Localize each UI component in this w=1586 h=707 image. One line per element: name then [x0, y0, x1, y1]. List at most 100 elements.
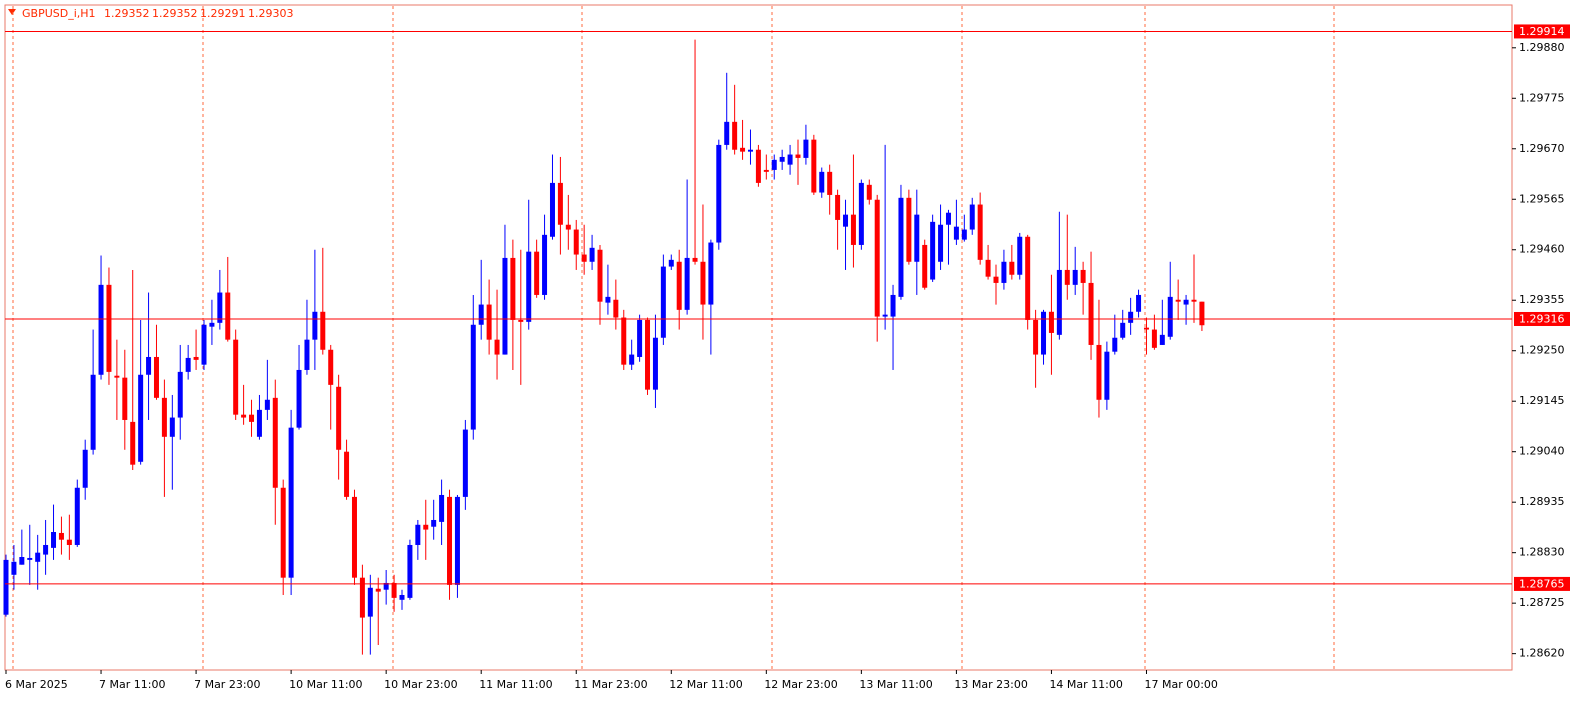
header-close: 1.29303	[248, 7, 294, 20]
candle-body	[1056, 269, 1062, 335]
candle-body	[1064, 269, 1070, 285]
x-tick-label: 6 Mar 2025	[5, 678, 68, 691]
candle-body	[447, 496, 453, 585]
candle-body	[961, 229, 967, 240]
candle-body	[589, 247, 595, 262]
candle-body	[811, 139, 817, 193]
candle-body	[597, 249, 603, 302]
candle-body	[1080, 269, 1086, 283]
candle-body	[542, 234, 548, 295]
candle-body	[1088, 282, 1094, 345]
candle-body	[478, 304, 484, 325]
x-tick-label: 12 Mar 11:00	[669, 678, 742, 691]
candle-body	[153, 356, 159, 398]
candle-body	[470, 324, 476, 430]
candle-body	[534, 251, 540, 295]
candle-body	[668, 259, 674, 267]
candle-body	[66, 539, 72, 545]
candle-body	[296, 369, 302, 428]
candle-body	[660, 266, 666, 338]
candle-body	[256, 409, 262, 437]
candle-body	[1104, 351, 1110, 400]
candle-body	[383, 582, 389, 590]
candle-body	[19, 557, 25, 565]
candle-body	[1120, 322, 1126, 338]
candle-body	[890, 294, 896, 317]
candle-body	[375, 588, 381, 592]
candle-body	[391, 582, 397, 598]
candle-body	[74, 487, 80, 545]
level-label-box	[1514, 24, 1570, 39]
y-tick-label: 1.29880	[1519, 41, 1565, 54]
candle-body	[320, 311, 326, 350]
candle-body	[304, 339, 310, 370]
candle-body	[241, 414, 247, 418]
candle-body	[605, 296, 611, 303]
candle-body	[90, 374, 96, 450]
candle-body	[1167, 296, 1173, 337]
candle-body	[573, 229, 579, 255]
level-label-box	[1514, 576, 1570, 591]
candle-body	[866, 184, 872, 200]
candle-body	[328, 349, 334, 385]
candle-body	[850, 214, 856, 245]
candle-body	[51, 531, 57, 548]
x-tick-label: 13 Mar 23:00	[954, 678, 1027, 691]
candle-body	[367, 587, 373, 617]
candle-body	[819, 171, 825, 193]
candle-body	[312, 311, 318, 340]
candle-body	[874, 199, 880, 317]
candle-body	[732, 121, 738, 150]
candle-body	[771, 159, 777, 170]
candle-body	[755, 149, 761, 183]
candle-body	[106, 284, 112, 372]
candle-body	[565, 224, 571, 230]
candle-body	[1112, 337, 1118, 352]
candle-body	[138, 374, 144, 462]
candle-body	[130, 421, 136, 465]
candle-body	[1072, 269, 1078, 285]
y-tick-label: 1.29670	[1519, 142, 1565, 155]
candle-body	[161, 397, 167, 437]
candle-body	[1041, 311, 1047, 355]
candle-body	[272, 397, 278, 488]
candle-body	[882, 314, 888, 317]
candle-body	[233, 339, 239, 415]
candle-body	[1128, 311, 1134, 323]
candle-body	[557, 182, 563, 225]
menu-arrow[interactable]	[8, 9, 16, 15]
y-tick-label: 1.29040	[1519, 445, 1565, 458]
level-label: 1.28765	[1519, 577, 1565, 590]
candle-body	[359, 577, 365, 618]
candle-body	[1159, 334, 1165, 345]
candle-body	[613, 299, 619, 318]
candle-body	[922, 244, 928, 288]
candle-body	[3, 559, 9, 615]
candle-body	[1191, 299, 1197, 302]
x-tick-label: 10 Mar 11:00	[289, 678, 362, 691]
candle-body	[906, 197, 912, 262]
candle-body	[787, 154, 793, 165]
candle-body	[724, 121, 730, 145]
candle-body	[740, 147, 746, 152]
candle-body	[288, 427, 294, 578]
candle-body	[399, 594, 405, 600]
candle-body	[98, 284, 104, 375]
candle-body	[953, 226, 959, 240]
candle-body	[914, 214, 920, 262]
candle-body	[122, 377, 128, 420]
candle-body	[676, 261, 682, 310]
candle-body	[502, 257, 508, 355]
candle-body	[1009, 261, 1015, 275]
level-label-box	[1514, 311, 1570, 326]
candle-body	[779, 156, 785, 162]
header-low: 1.29291	[200, 7, 246, 20]
candle-body	[169, 417, 175, 437]
x-tick-label: 11 Mar 23:00	[574, 678, 647, 691]
candle-body	[43, 544, 49, 555]
y-tick-label: 1.28935	[1519, 495, 1565, 508]
y-tick-label: 1.28620	[1519, 647, 1565, 660]
candle-body	[344, 451, 350, 497]
candle-body	[193, 356, 199, 360]
